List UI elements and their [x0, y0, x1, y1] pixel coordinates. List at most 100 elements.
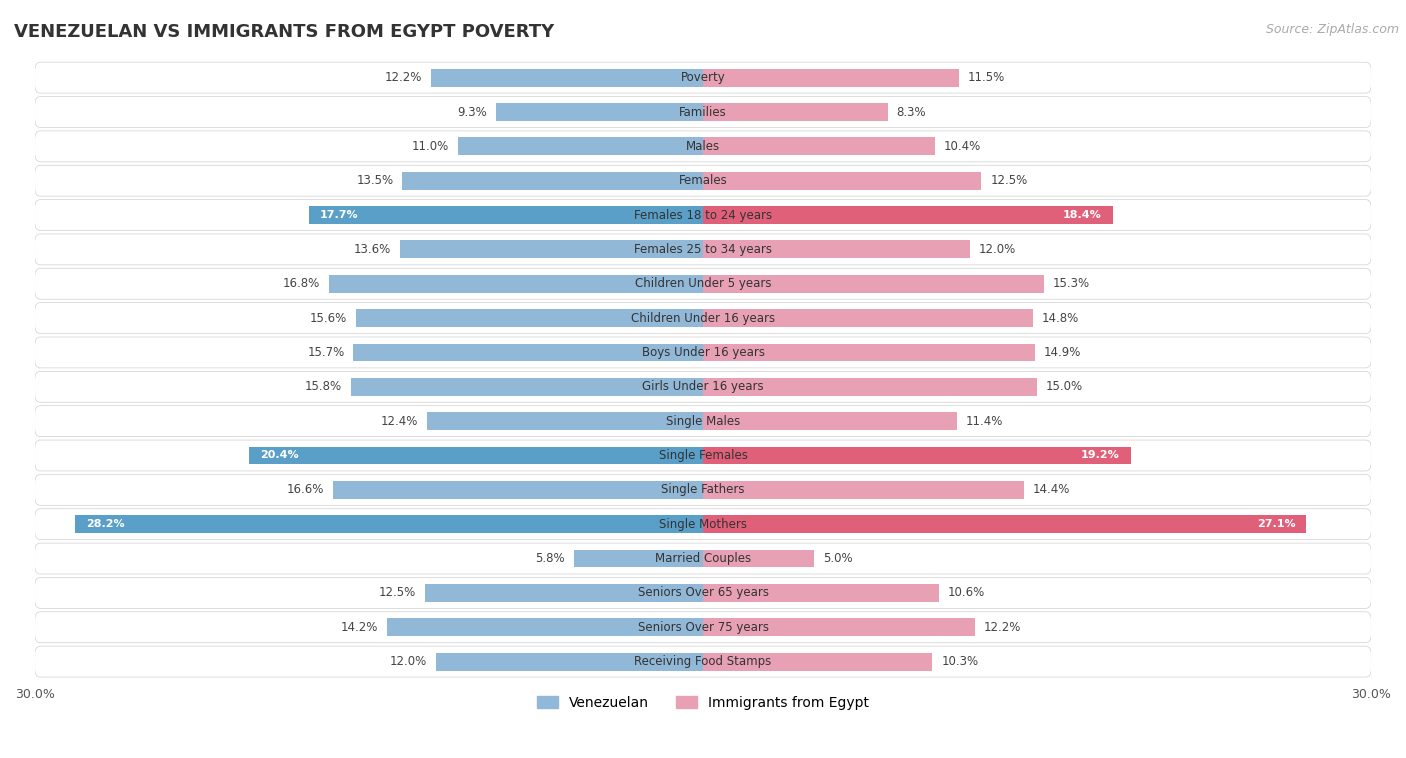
Text: 11.0%: 11.0%: [412, 140, 449, 153]
Bar: [387, 619, 703, 636]
Bar: [574, 550, 703, 568]
FancyBboxPatch shape: [35, 199, 1371, 230]
FancyBboxPatch shape: [35, 234, 1371, 265]
Text: 5.8%: 5.8%: [536, 552, 565, 565]
Text: 14.4%: 14.4%: [1032, 484, 1070, 496]
Text: 27.1%: 27.1%: [1257, 519, 1295, 529]
Bar: [703, 550, 814, 568]
Text: 18.4%: 18.4%: [1063, 210, 1102, 220]
FancyBboxPatch shape: [35, 646, 1371, 677]
Text: Females 18 to 24 years: Females 18 to 24 years: [634, 208, 772, 221]
Text: 15.6%: 15.6%: [309, 312, 347, 324]
Text: 16.6%: 16.6%: [287, 484, 325, 496]
Text: 14.2%: 14.2%: [340, 621, 378, 634]
Text: 20.4%: 20.4%: [260, 450, 298, 461]
Text: Boys Under 16 years: Boys Under 16 years: [641, 346, 765, 359]
Bar: [703, 206, 1112, 224]
Text: Females 25 to 34 years: Females 25 to 34 years: [634, 243, 772, 256]
FancyBboxPatch shape: [35, 475, 1371, 506]
Bar: [703, 172, 981, 190]
Bar: [425, 584, 703, 602]
Text: 15.0%: 15.0%: [1046, 381, 1083, 393]
FancyBboxPatch shape: [35, 543, 1371, 574]
FancyBboxPatch shape: [35, 509, 1371, 540]
Bar: [402, 172, 703, 190]
Legend: Venezuelan, Immigrants from Egypt: Venezuelan, Immigrants from Egypt: [531, 690, 875, 715]
Text: Source: ZipAtlas.com: Source: ZipAtlas.com: [1265, 23, 1399, 36]
Text: Males: Males: [686, 140, 720, 153]
FancyBboxPatch shape: [35, 62, 1371, 93]
Bar: [75, 515, 703, 533]
Bar: [703, 378, 1038, 396]
Text: 12.0%: 12.0%: [389, 655, 427, 668]
Bar: [401, 240, 703, 258]
Text: Seniors Over 65 years: Seniors Over 65 years: [637, 587, 769, 600]
Text: 8.3%: 8.3%: [897, 105, 927, 118]
FancyBboxPatch shape: [35, 440, 1371, 471]
Text: 5.0%: 5.0%: [824, 552, 853, 565]
Text: 12.5%: 12.5%: [378, 587, 416, 600]
Bar: [353, 343, 703, 362]
Text: Married Couples: Married Couples: [655, 552, 751, 565]
Text: Children Under 5 years: Children Under 5 years: [634, 277, 772, 290]
Text: 16.8%: 16.8%: [283, 277, 321, 290]
Text: 12.0%: 12.0%: [979, 243, 1017, 256]
Bar: [703, 309, 1032, 327]
FancyBboxPatch shape: [35, 302, 1371, 334]
Bar: [703, 69, 959, 86]
Bar: [703, 515, 1306, 533]
Text: 28.2%: 28.2%: [86, 519, 125, 529]
Bar: [427, 412, 703, 430]
Text: Single Fathers: Single Fathers: [661, 484, 745, 496]
Text: VENEZUELAN VS IMMIGRANTS FROM EGYPT POVERTY: VENEZUELAN VS IMMIGRANTS FROM EGYPT POVE…: [14, 23, 554, 41]
Bar: [329, 275, 703, 293]
Bar: [458, 137, 703, 155]
Bar: [249, 446, 703, 465]
FancyBboxPatch shape: [35, 268, 1371, 299]
Bar: [703, 446, 1130, 465]
Text: Seniors Over 75 years: Seniors Over 75 years: [637, 621, 769, 634]
Text: Single Mothers: Single Mothers: [659, 518, 747, 531]
FancyBboxPatch shape: [35, 371, 1371, 402]
Text: Children Under 16 years: Children Under 16 years: [631, 312, 775, 324]
Bar: [356, 309, 703, 327]
Text: 15.3%: 15.3%: [1053, 277, 1090, 290]
Bar: [309, 206, 703, 224]
Text: 12.2%: 12.2%: [984, 621, 1021, 634]
Text: Poverty: Poverty: [681, 71, 725, 84]
Bar: [703, 103, 887, 121]
Text: 15.8%: 15.8%: [305, 381, 342, 393]
FancyBboxPatch shape: [35, 337, 1371, 368]
Text: 17.7%: 17.7%: [321, 210, 359, 220]
FancyBboxPatch shape: [35, 96, 1371, 127]
Text: 10.4%: 10.4%: [943, 140, 981, 153]
Text: Single Females: Single Females: [658, 449, 748, 462]
FancyBboxPatch shape: [35, 165, 1371, 196]
Bar: [703, 343, 1035, 362]
Bar: [703, 584, 939, 602]
Bar: [703, 481, 1024, 499]
Text: 12.2%: 12.2%: [385, 71, 422, 84]
Text: 12.4%: 12.4%: [381, 415, 418, 428]
Text: 14.8%: 14.8%: [1042, 312, 1078, 324]
Bar: [703, 619, 974, 636]
Text: 12.5%: 12.5%: [990, 174, 1028, 187]
Text: 19.2%: 19.2%: [1081, 450, 1119, 461]
FancyBboxPatch shape: [35, 612, 1371, 643]
Bar: [703, 653, 932, 671]
Text: Receiving Food Stamps: Receiving Food Stamps: [634, 655, 772, 668]
Bar: [703, 275, 1043, 293]
Text: 11.4%: 11.4%: [966, 415, 1002, 428]
Bar: [703, 240, 970, 258]
FancyBboxPatch shape: [35, 578, 1371, 609]
Text: 13.5%: 13.5%: [356, 174, 394, 187]
Text: 15.7%: 15.7%: [308, 346, 344, 359]
Bar: [703, 412, 957, 430]
Text: Families: Families: [679, 105, 727, 118]
Text: Single Males: Single Males: [666, 415, 740, 428]
Bar: [333, 481, 703, 499]
Text: 11.5%: 11.5%: [967, 71, 1005, 84]
Text: 10.3%: 10.3%: [941, 655, 979, 668]
Text: 10.6%: 10.6%: [948, 587, 986, 600]
Bar: [352, 378, 703, 396]
